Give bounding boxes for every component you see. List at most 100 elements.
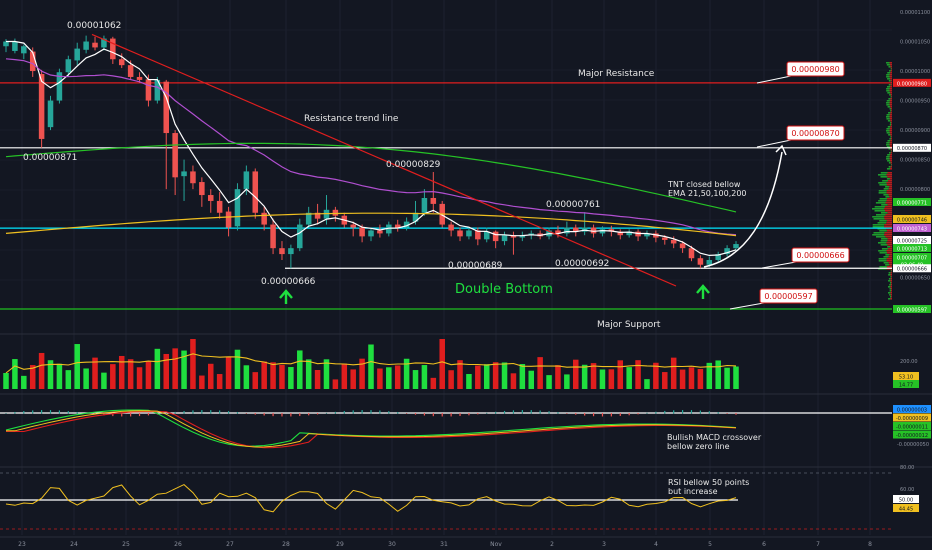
candle-body xyxy=(279,248,285,255)
tnt-note-line1: TNT closed bellow xyxy=(667,180,741,189)
volume-profile-bar xyxy=(885,254,890,256)
volume-profile-bar xyxy=(889,114,892,116)
volume-profile-bar xyxy=(886,102,890,104)
volume-profile-bar xyxy=(879,220,887,222)
candle-body xyxy=(599,229,606,234)
macd-histogram-bar xyxy=(316,413,319,415)
volume-profile-bar xyxy=(877,228,887,230)
volume-bar xyxy=(12,359,18,389)
volume-profile-bar xyxy=(888,280,891,282)
volume-profile-bar xyxy=(886,190,892,192)
macd-histogram-bar xyxy=(503,410,506,414)
volume-profile-bar xyxy=(889,88,892,90)
macd-histogram-bar xyxy=(245,413,247,414)
volume-profile-bar xyxy=(891,108,892,110)
macd-histogram-bar xyxy=(76,411,78,414)
volume-profile-bar xyxy=(875,236,886,238)
x-tick-label: 3 xyxy=(602,541,606,548)
volume-profile-bar xyxy=(890,106,892,108)
macd-note-line1: Bullish MACD crossover xyxy=(667,433,762,442)
candle-body xyxy=(483,231,490,240)
volume-profile-bar xyxy=(885,264,890,266)
volume-profile-bar xyxy=(888,180,892,182)
volume-bar xyxy=(270,362,276,389)
macd-histogram-bar xyxy=(477,413,479,415)
candle-body xyxy=(564,227,570,234)
macd-histogram-bar xyxy=(281,413,283,417)
candle-body xyxy=(163,81,170,134)
volume-profile-bar xyxy=(889,100,892,102)
x-tick-label: 7 xyxy=(816,541,820,548)
macd-histogram-bar xyxy=(601,413,604,417)
volume-profile-bar xyxy=(890,160,892,162)
volume-profile-bar xyxy=(872,216,885,218)
macd-histogram-bar xyxy=(67,411,69,414)
candle-body xyxy=(225,211,232,228)
candle-body xyxy=(56,72,63,101)
volume-profile-bar xyxy=(890,126,892,128)
volume-profile-bar xyxy=(891,282,892,284)
volume-profile-bar xyxy=(890,164,892,166)
macd-histogram-bar xyxy=(486,412,488,414)
volume-bar xyxy=(457,360,463,389)
volume-profile-bar xyxy=(889,186,892,188)
price-tag-text: 0.00000713 xyxy=(897,246,927,252)
volume-profile-bar xyxy=(884,224,892,226)
macd-histogram-bar xyxy=(726,413,728,414)
candle-body xyxy=(47,100,54,128)
volume-profile-bar xyxy=(888,278,891,280)
x-tick-label: 23 xyxy=(18,541,26,548)
candle-body xyxy=(475,230,481,240)
volume-bar xyxy=(288,367,294,389)
volume-profile-bar xyxy=(886,86,890,88)
volume-profile-bar xyxy=(889,284,891,286)
volume-bar xyxy=(243,365,250,389)
macd-histogram-bar xyxy=(219,410,221,414)
volume-profile-bar xyxy=(890,134,892,136)
price-tag-text: 0.00000597 xyxy=(897,307,927,313)
price-tag xyxy=(893,78,931,87)
volume-profile-bar xyxy=(886,266,892,268)
macd-histogram-bar xyxy=(174,411,176,414)
volume-profile-bar xyxy=(884,216,892,218)
macd-histogram-bar xyxy=(646,412,648,414)
macd-tick-label: -0.00000050 xyxy=(897,442,929,448)
callout-666-box xyxy=(791,247,850,263)
volume-bar xyxy=(662,372,668,389)
volume-profile-bar xyxy=(886,184,892,186)
volume-profile-bar xyxy=(881,212,888,214)
macd-note-line2: bellow zero line xyxy=(667,442,730,451)
rsi-note-line2: but increase xyxy=(668,487,718,496)
volume-profile-bar xyxy=(889,138,891,140)
volume-profile-bar xyxy=(879,198,888,200)
macd-histogram-bar xyxy=(299,413,301,417)
candle-body xyxy=(127,65,134,77)
volume-profile-bar xyxy=(889,290,892,292)
volume-bar xyxy=(74,344,80,389)
volume-profile-bar xyxy=(887,248,892,250)
candle-body xyxy=(199,182,205,196)
volume-profile-bar xyxy=(877,222,887,224)
candle-body xyxy=(136,76,143,80)
volume-profile-bar xyxy=(887,204,892,206)
callout-870-leader xyxy=(756,139,792,148)
ema-100-line xyxy=(5,142,737,213)
volume-profile-bar xyxy=(886,222,892,224)
candle-body xyxy=(519,235,526,238)
candle-body xyxy=(466,230,472,237)
price-tag xyxy=(893,244,931,252)
volume-profile-bar xyxy=(878,200,887,202)
macd-histogram-bar xyxy=(370,410,372,414)
candle-body xyxy=(662,237,668,240)
x-tick-label: 30 xyxy=(388,541,396,548)
volume-profile-bar xyxy=(872,234,885,236)
volume-profile-bar xyxy=(881,238,888,240)
volume-profile-bar xyxy=(889,64,892,66)
volume-profile-bar xyxy=(889,178,892,180)
macd-histogram-bar xyxy=(495,411,497,414)
volume-profile-bar xyxy=(879,266,887,268)
volume-profile-bar xyxy=(889,108,892,110)
macd-histogram-bar xyxy=(637,413,639,415)
x-tick-label: Nov xyxy=(490,541,502,548)
candle-body xyxy=(724,248,730,255)
